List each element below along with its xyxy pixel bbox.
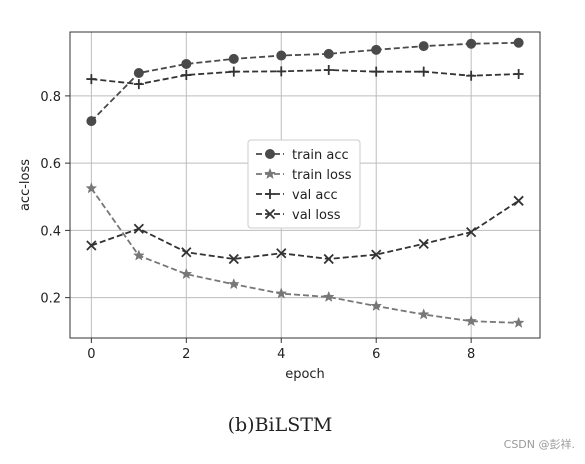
legend-box <box>247 139 361 229</box>
data-point-1-4 <box>275 287 288 299</box>
data-point-3-9 <box>513 195 524 206</box>
data-point-3-0 <box>86 240 97 251</box>
legend-label-3: val loss <box>292 208 341 223</box>
legend-label-2: val acc <box>292 188 338 203</box>
plot-frame <box>69 31 541 339</box>
data-point-0-6 <box>371 44 382 55</box>
y-tick-label-3: 0.8 <box>40 90 61 105</box>
data-point-2-0 <box>86 74 97 85</box>
data-point-2-5 <box>323 64 334 75</box>
data-point-1-1 <box>132 249 145 261</box>
y-tick-label-2: 0.6 <box>40 157 61 172</box>
data-point-2-7 <box>418 66 429 77</box>
data-point-3-7 <box>418 238 429 249</box>
x-tick-label-4: 4 <box>277 347 285 362</box>
data-point-2-1 <box>133 79 144 90</box>
data-point-1-3 <box>227 277 240 290</box>
data-point-3-5 <box>323 253 334 265</box>
y-axis-label: acc-loss <box>18 159 33 211</box>
data-point-3-3 <box>228 253 239 265</box>
legend-marker-3 <box>264 208 276 220</box>
legend-marker-0 <box>265 149 275 159</box>
data-point-1-7 <box>417 308 430 320</box>
data-point-2-3 <box>228 66 239 77</box>
data-point-0-1 <box>133 68 144 79</box>
watermark: CSDN @彭祥. <box>503 438 575 451</box>
data-point-0-5 <box>323 48 334 59</box>
data-point-3-2 <box>181 247 192 258</box>
data-point-1-2 <box>180 267 193 280</box>
series-line-3 <box>91 200 520 260</box>
legend-marker-1 <box>264 167 276 180</box>
data-point-1-5 <box>322 290 335 303</box>
y-tick-label-0: 0.2 <box>40 292 61 307</box>
data-point-2-8 <box>466 70 477 81</box>
data-point-3-8 <box>466 226 477 238</box>
data-point-3-1 <box>133 223 144 234</box>
x-tick-label-0: 0 <box>87 347 95 362</box>
data-point-0-4 <box>276 50 287 61</box>
x-tick-label-2: 2 <box>182 347 190 362</box>
data-point-2-6 <box>371 66 382 77</box>
data-point-3-4 <box>276 248 287 259</box>
data-point-0-3 <box>228 53 239 64</box>
data-point-0-9 <box>513 37 524 48</box>
figure-caption: (b)BiLSTM <box>227 414 333 436</box>
y-tick-label-1: 0.4 <box>40 224 61 239</box>
data-point-2-2 <box>181 70 192 81</box>
chart: 0 2 4 6 8 0.2 0.4 0.6 0.8 epoch acc-loss train acc t… <box>18 31 541 382</box>
data-point-0-2 <box>181 58 192 69</box>
legend-marker-2 <box>265 189 275 199</box>
data-point-2-4 <box>276 66 287 77</box>
data-point-3-6 <box>371 249 382 260</box>
data-point-1-9 <box>512 316 525 328</box>
data-point-2-9 <box>513 69 524 80</box>
series-line-1 <box>90 187 519 324</box>
data-point-1-8 <box>465 314 478 327</box>
x-tick-label-6: 6 <box>372 347 380 362</box>
data-point-1-6 <box>370 299 383 312</box>
data-point-0-0 <box>86 116 97 127</box>
data-point-0-8 <box>466 38 477 49</box>
data-point-0-7 <box>418 41 429 52</box>
series-line-0 <box>90 41 519 122</box>
x-tick-label-8: 8 <box>467 347 475 362</box>
data-point-1-0 <box>85 182 98 194</box>
legend-label-0: train acc <box>292 148 349 163</box>
x-axis-label: epoch <box>285 367 325 382</box>
legend-label-1: train loss <box>292 168 352 183</box>
